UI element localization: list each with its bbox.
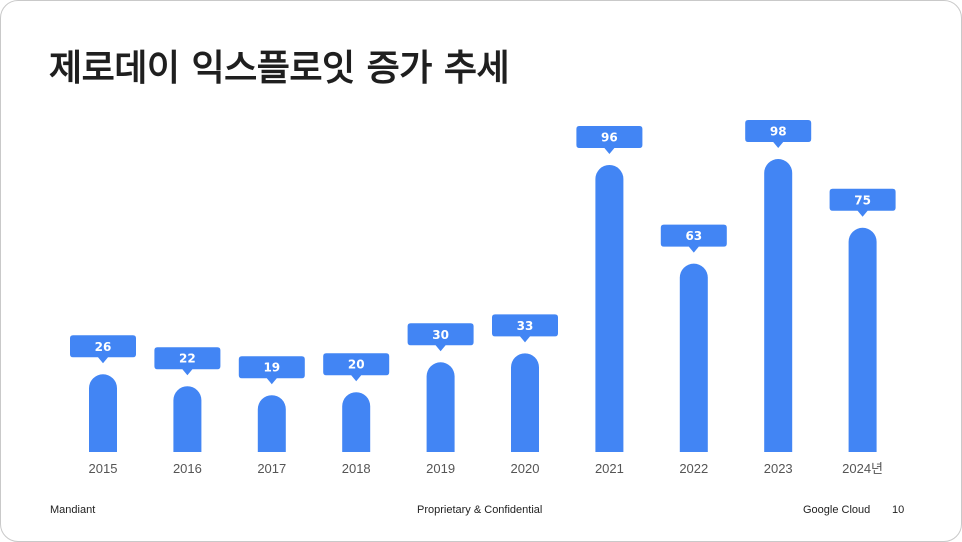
x-tick-label-2017: 2017 bbox=[257, 461, 286, 476]
data-label-bubble-2022 bbox=[660, 224, 727, 253]
data-label-bubble-2021 bbox=[576, 125, 643, 154]
bar-2017 bbox=[257, 395, 286, 452]
data-label-bubble-2015 bbox=[70, 335, 136, 364]
x-tick-label-2019: 2019 bbox=[426, 461, 455, 476]
x-tick-label-2023: 2023 bbox=[764, 461, 793, 476]
bar-2021 bbox=[595, 164, 624, 452]
data-label-bubble-2020 bbox=[492, 314, 558, 343]
x-tick-label-2021: 2021 bbox=[595, 461, 624, 476]
data-label-bubble-2024년 bbox=[829, 188, 896, 217]
x-tick-label-2024년: 2024년 bbox=[842, 461, 883, 476]
page-number: 10 bbox=[892, 504, 905, 516]
x-tick-label-2015: 2015 bbox=[89, 461, 118, 476]
data-label-bubble-2023 bbox=[745, 120, 812, 148]
data-label-2017: 19 bbox=[263, 361, 280, 375]
bar-2019 bbox=[426, 362, 455, 452]
footer-confidential: Proprietary & Confidential bbox=[417, 504, 543, 516]
bar-2023 bbox=[764, 159, 793, 453]
bar-2024년 bbox=[848, 227, 877, 452]
data-label-bubble-2019 bbox=[407, 323, 474, 352]
data-label-bubble-2017 bbox=[238, 356, 305, 385]
x-tick-label-2020: 2020 bbox=[511, 461, 540, 476]
data-label-bubble-2018 bbox=[323, 353, 390, 382]
data-label-2021: 96 bbox=[601, 130, 618, 144]
data-label-2019: 30 bbox=[432, 328, 449, 342]
data-label-2018: 20 bbox=[348, 358, 365, 372]
data-label-2015: 26 bbox=[95, 340, 112, 354]
bar-2016 bbox=[173, 386, 202, 452]
data-label-2024년: 75 bbox=[854, 193, 871, 207]
data-label-bubble-2016 bbox=[154, 347, 221, 376]
bar-2018 bbox=[342, 392, 371, 452]
data-label-2023: 98 bbox=[770, 125, 787, 139]
data-label-2022: 63 bbox=[685, 229, 702, 243]
bar-2015 bbox=[89, 374, 117, 452]
data-label-2020: 33 bbox=[517, 319, 534, 333]
footer-brand: Google Cloud bbox=[803, 504, 871, 516]
x-tick-label-2022: 2022 bbox=[679, 461, 708, 476]
bar-2022 bbox=[679, 263, 708, 452]
x-tick-label-2018: 2018 bbox=[342, 461, 371, 476]
page-title: 제로데이 익스플로잇 증가 추세 bbox=[49, 48, 510, 89]
data-label-2016: 22 bbox=[179, 352, 196, 366]
footer-company: Mandiant bbox=[50, 504, 96, 516]
bar-2020 bbox=[511, 353, 539, 452]
x-tick-label-2016: 2016 bbox=[173, 461, 202, 476]
